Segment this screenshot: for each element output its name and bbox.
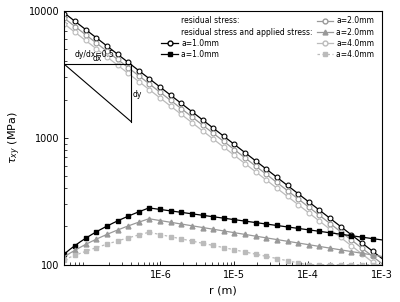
Text: dx: dx — [92, 54, 102, 63]
Text: dy/dx=0.5: dy/dx=0.5 — [75, 50, 115, 59]
Legend: residual stress:, residual stress and applied stress:, a=1.0mm, a=1.0mm , a=2.0m: residual stress:, residual stress and ap… — [160, 15, 378, 61]
Text: dy: dy — [133, 90, 142, 99]
X-axis label: r (m): r (m) — [209, 285, 237, 295]
Y-axis label: $\tau_{xy}$ (MPa): $\tau_{xy}$ (MPa) — [7, 111, 23, 164]
